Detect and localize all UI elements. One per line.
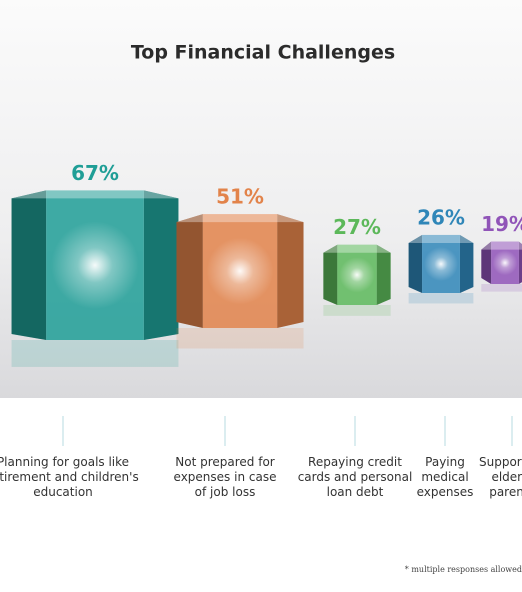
- cube-right-face: [518, 241, 522, 284]
- value-label: 27%: [333, 215, 381, 239]
- category-label: Planning for goals like retirement and c…: [0, 455, 139, 499]
- cube-left-shade: [176, 214, 203, 328]
- footnote: * multiple responses allowed: [404, 565, 522, 574]
- category-label: Repaying credit cards and personal loan …: [297, 455, 413, 499]
- cube-reflection: [481, 284, 522, 292]
- cube: [408, 234, 474, 304]
- cube-left-face: [176, 214, 203, 328]
- cube: [323, 244, 391, 316]
- value-label: 67%: [71, 161, 119, 185]
- cube-left-shade: [408, 234, 423, 293]
- cube-left-shade: [11, 190, 47, 340]
- value-label: 26%: [417, 205, 465, 229]
- value-label: 19%: [481, 212, 522, 236]
- cube-left-face: [481, 241, 492, 284]
- cube-top-face: [323, 244, 391, 253]
- cube-top-face: [408, 234, 474, 243]
- chart-title: Top Financial Challenges: [131, 42, 395, 64]
- cube-reflection: [176, 328, 304, 349]
- cube-left-face: [11, 190, 47, 340]
- cube-right-shade: [277, 214, 304, 328]
- cube-reflection: [11, 340, 179, 367]
- cube-glow: [339, 257, 375, 293]
- cube-left-shade: [323, 244, 338, 305]
- cube-top-face: [481, 241, 522, 250]
- cube-reflection: [323, 305, 391, 316]
- cube-top-face: [11, 190, 179, 199]
- category-label: Paying medical expenses: [416, 455, 474, 499]
- cube-right-shade: [459, 234, 474, 293]
- cube-left-face: [408, 234, 423, 293]
- cube-reflection: [408, 293, 474, 304]
- cube-right-shade: [143, 190, 179, 340]
- cube-right-face: [376, 244, 391, 305]
- cube-right-face: [277, 214, 304, 328]
- cube-right-shade: [518, 241, 522, 284]
- cube-right-shade: [376, 244, 391, 305]
- category-label: Not prepared for expenses in case of job…: [173, 455, 277, 499]
- cube-glow: [206, 237, 274, 305]
- cube-right-face: [459, 234, 474, 293]
- value-label: 51%: [216, 185, 264, 209]
- cube-right-face: [143, 190, 179, 340]
- cube-glow: [492, 250, 518, 276]
- category-label: Supporting elderly parents: [479, 455, 522, 499]
- cube-top-face: [176, 214, 304, 223]
- cube-left-face: [323, 244, 338, 305]
- cube-glow: [423, 246, 459, 282]
- cube: [481, 241, 522, 292]
- cube: [11, 190, 179, 367]
- cube-glow: [51, 221, 139, 310]
- cube-left-shade: [481, 241, 492, 284]
- cube: [176, 214, 304, 349]
